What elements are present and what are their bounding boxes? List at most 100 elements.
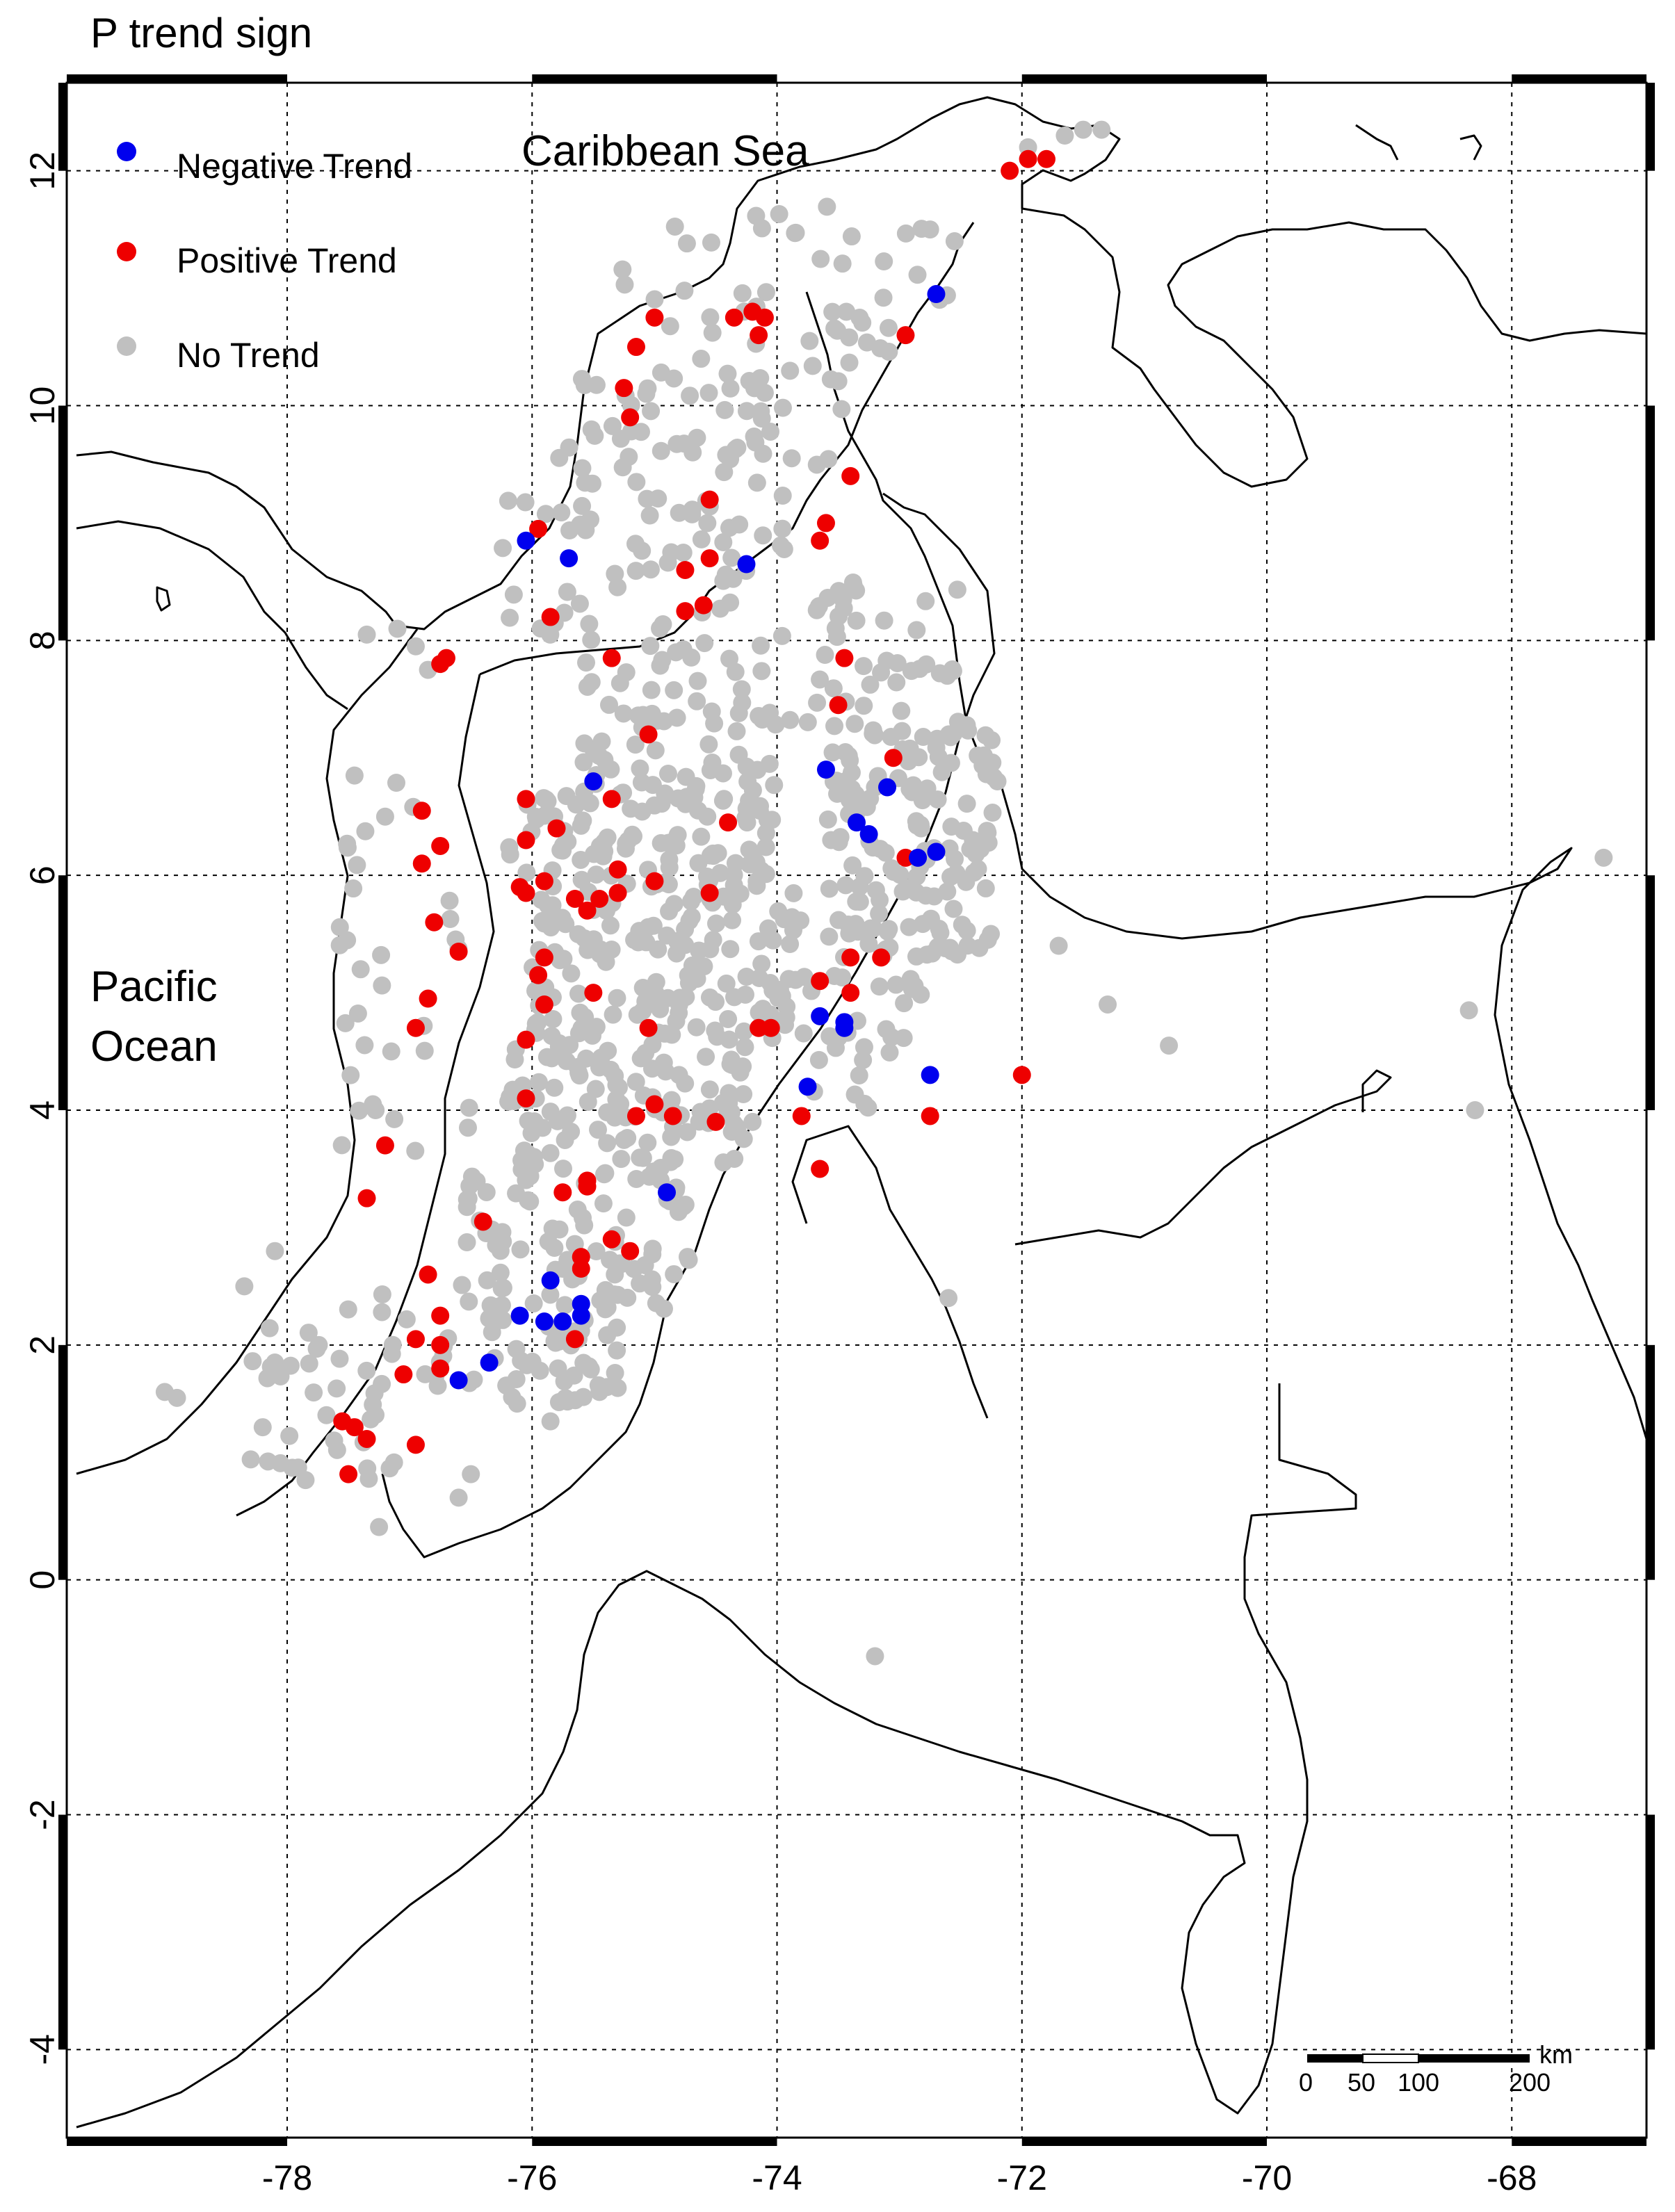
station-positive-66 xyxy=(645,1095,664,1114)
station-positive-55 xyxy=(811,972,830,991)
station-positive-24 xyxy=(602,649,621,667)
station-no-trend-980 xyxy=(373,1285,391,1304)
station-no-trend-557 xyxy=(598,1103,617,1122)
station-no-trend-993 xyxy=(300,1354,318,1373)
station-no-trend-396 xyxy=(706,993,725,1011)
station-positive-46 xyxy=(645,872,664,891)
station-positive-84 xyxy=(431,1306,450,1325)
station-no-trend-979 xyxy=(260,1319,279,1337)
station-no-trend-995 xyxy=(243,1352,262,1371)
station-no-trend-413 xyxy=(601,916,620,935)
station-no-trend-940 xyxy=(880,1043,899,1062)
station-no-trend-78 xyxy=(649,489,667,508)
station-no-trend-1053 xyxy=(743,1112,762,1131)
station-no-trend-476 xyxy=(545,1078,564,1097)
station-negative-7 xyxy=(848,813,866,832)
station-no-trend-956 xyxy=(387,774,406,792)
frame-band-top-4 xyxy=(1021,74,1268,83)
station-no-trend-1021 xyxy=(1092,120,1111,139)
station-no-trend-930 xyxy=(794,1024,813,1043)
station-no-trend-315 xyxy=(700,871,719,890)
station-no-trend-16 xyxy=(661,317,679,336)
station-positive-34 xyxy=(517,831,535,849)
station-no-trend-1028 xyxy=(345,766,364,785)
station-positive-62 xyxy=(639,1018,658,1037)
station-negative-21 xyxy=(553,1312,572,1331)
station-positive-45 xyxy=(590,889,609,908)
frame-band-left-2 xyxy=(58,405,67,641)
station-no-trend-897 xyxy=(882,728,900,747)
station-no-trend-617 xyxy=(460,1292,478,1311)
station-no-trend-976 xyxy=(348,1004,367,1023)
station-no-trend-122 xyxy=(640,506,659,525)
station-no-trend-546 xyxy=(570,1066,589,1085)
station-no-trend-44 xyxy=(823,302,842,321)
station-no-trend-45 xyxy=(875,252,893,271)
station-no-trend-219 xyxy=(752,636,770,655)
station-no-trend-440 xyxy=(725,988,744,1007)
station-no-trend-551 xyxy=(598,1134,617,1153)
station-no-trend-888 xyxy=(830,833,848,852)
station-no-trend-146 xyxy=(720,519,738,537)
station-no-trend-304 xyxy=(553,841,572,860)
station-no-trend-534 xyxy=(615,1130,633,1149)
station-no-trend-559 xyxy=(537,1048,556,1066)
station-no-trend-148 xyxy=(683,501,702,519)
panama-coast xyxy=(76,520,348,710)
station-no-trend-712 xyxy=(507,1370,526,1389)
station-no-trend-529 xyxy=(678,1123,697,1141)
station-no-trend-53 xyxy=(681,387,699,405)
station-no-trend-63 xyxy=(737,402,756,421)
station-no-trend-454 xyxy=(658,989,677,1007)
station-positive-82 xyxy=(621,1242,640,1260)
station-no-trend-733 xyxy=(916,592,935,610)
station-no-trend-215 xyxy=(651,656,670,675)
station-no-trend-93 xyxy=(761,422,779,441)
station-no-trend-762 xyxy=(938,667,957,685)
grid-lines xyxy=(67,83,1646,2138)
station-no-trend-830 xyxy=(941,868,960,886)
pacific-label-line2: Ocean xyxy=(90,1023,218,1071)
station-no-trend-549 xyxy=(697,1048,715,1066)
station-positive-10 xyxy=(621,408,640,427)
station-negative-5 xyxy=(816,761,835,779)
station-no-trend-453 xyxy=(734,1022,753,1041)
station-negative-4 xyxy=(584,772,603,791)
station-no-trend-1038 xyxy=(296,1471,315,1490)
station-no-trend-1 xyxy=(818,197,836,216)
station-no-trend-852 xyxy=(983,804,1002,822)
station-no-trend-740 xyxy=(861,675,880,694)
y-tick-label-2: 8 xyxy=(23,631,62,650)
station-no-trend-966 xyxy=(344,879,363,898)
station-no-trend-967 xyxy=(373,976,391,995)
scale-bar: 0 50 100 200 km xyxy=(1299,2040,1573,2097)
station-no-trend-509 xyxy=(553,1160,572,1178)
station-no-trend-316 xyxy=(572,816,590,835)
southern-border xyxy=(76,1383,1357,2129)
station-no-trend-83 xyxy=(754,444,772,463)
station-positive-81 xyxy=(572,1260,590,1278)
station-positive-48 xyxy=(425,913,444,932)
x-tick-label-4: -70 xyxy=(1242,2158,1292,2197)
station-no-trend-149 xyxy=(606,564,624,583)
station-no-trend-205 xyxy=(642,681,661,699)
station-no-trend-1009 xyxy=(380,1459,399,1478)
station-no-trend-143 xyxy=(658,553,677,572)
station-no-trend-451 xyxy=(681,892,700,911)
station-no-trend-765 xyxy=(807,601,826,619)
station-no-trend-986 xyxy=(327,1379,346,1398)
scale-label-100: 100 xyxy=(1398,2068,1439,2097)
station-no-trend-724 xyxy=(608,1318,626,1337)
station-no-trend-579 xyxy=(503,1080,522,1099)
station-no-trend-1008 xyxy=(280,1426,299,1445)
station-no-trend-797 xyxy=(866,881,885,900)
station-no-trend-319 xyxy=(616,839,635,858)
legend-none-marker xyxy=(117,336,136,356)
station-no-trend-447 xyxy=(763,931,782,950)
station-no-trend-104 xyxy=(728,438,747,457)
station-no-trend-965 xyxy=(441,910,460,929)
frame-band-top-6 xyxy=(1512,74,1646,83)
station-no-trend-948 xyxy=(440,891,459,910)
station-no-trend-17 xyxy=(733,284,752,302)
station-no-trend-1048 xyxy=(1466,1101,1484,1119)
